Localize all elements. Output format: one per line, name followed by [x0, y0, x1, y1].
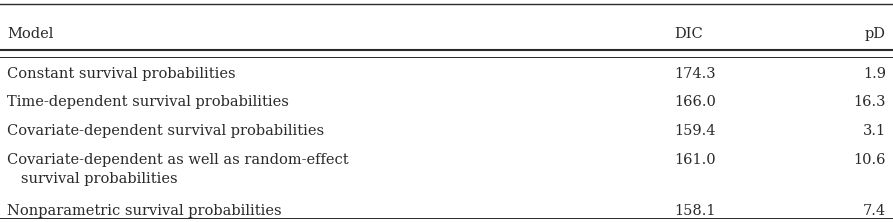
Text: Time-dependent survival probabilities: Time-dependent survival probabilities: [7, 95, 289, 109]
Text: 16.3: 16.3: [854, 95, 886, 109]
Text: Covariate-dependent survival probabilities: Covariate-dependent survival probabiliti…: [7, 124, 324, 138]
Text: 166.0: 166.0: [674, 95, 716, 109]
Text: 161.0: 161.0: [674, 153, 716, 167]
Text: 3.1: 3.1: [863, 124, 886, 138]
Text: 159.4: 159.4: [674, 124, 715, 138]
Text: 1.9: 1.9: [863, 67, 886, 81]
Text: 174.3: 174.3: [674, 67, 716, 81]
Text: Constant survival probabilities: Constant survival probabilities: [7, 67, 236, 81]
Text: 10.6: 10.6: [854, 153, 886, 167]
Text: pD: pD: [864, 27, 886, 41]
Text: Nonparametric survival probabilities: Nonparametric survival probabilities: [7, 204, 282, 218]
Text: 158.1: 158.1: [674, 204, 715, 218]
Text: Covariate-dependent as well as random-effect
   survival probabilities: Covariate-dependent as well as random-ef…: [7, 153, 349, 186]
Text: 7.4: 7.4: [863, 204, 886, 218]
Text: DIC: DIC: [674, 27, 703, 41]
Text: Model: Model: [7, 27, 54, 41]
